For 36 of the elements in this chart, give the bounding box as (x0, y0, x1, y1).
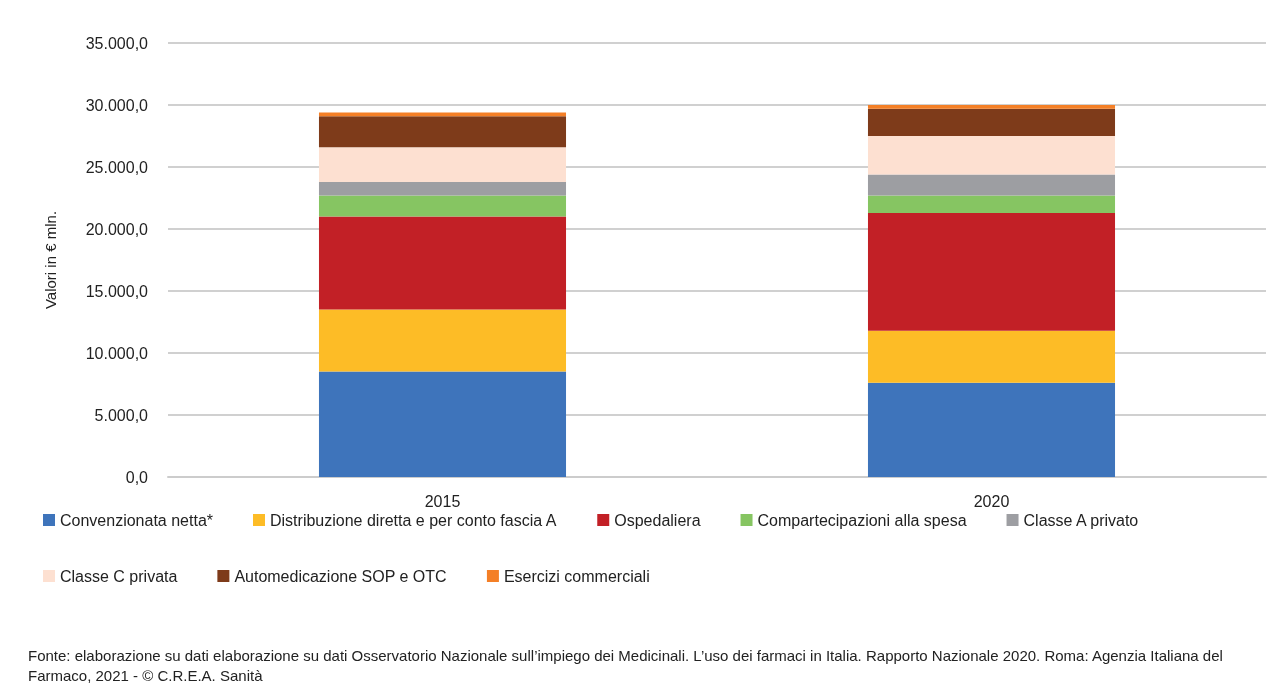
bar (318, 112, 567, 117)
x-tick-label: 2020 (973, 492, 1010, 510)
legend-label: Compartecipazioni alla spesa (757, 511, 967, 529)
legend-label: Automedicazione SOP e OTC (234, 567, 447, 585)
bar (318, 216, 567, 310)
source-note: Fonte: elaborazione su dati elaborazione su dati Osservatorio Nazionale sull’impiego dei Medicinali. L’uso dei farmaci in Italia. Rapporto Nazionale 2020. Roma: Agenzia Italiana del Farmaco, 2021 - © C.R.E.A. Sanità (28, 646, 1228, 684)
x-tick-label: 2015 (424, 492, 461, 510)
bar (867, 382, 1116, 477)
legend-label: Ospedaliera (614, 511, 701, 529)
y-tick-label: 30.000,0 (85, 96, 149, 114)
bar (318, 181, 567, 196)
legend-label: Esercizi commerciali (503, 567, 650, 585)
y-tick-label: 5.000,0 (94, 406, 149, 424)
legend-label: Classe A privato (1023, 511, 1139, 529)
bar (867, 105, 1116, 109)
y-tick-label: 10.000,0 (85, 344, 149, 362)
bar (867, 108, 1116, 136)
legend-label: Classe C privata (60, 567, 178, 585)
bar (867, 174, 1116, 196)
bar (867, 136, 1116, 175)
y-tick-label: 35.000,0 (85, 34, 149, 52)
bar (318, 371, 567, 477)
bar (318, 309, 567, 372)
bar (867, 195, 1116, 213)
y-tick-label: 25.000,0 (85, 158, 149, 176)
bar (318, 116, 567, 148)
bar (867, 330, 1116, 383)
y-tick-label: 20.000,0 (85, 220, 149, 238)
y-axis-title: Valori in € mln. (42, 210, 59, 310)
y-tick-label: 15.000,0 (85, 282, 149, 300)
legend-label: Convenzionata netta* (60, 511, 213, 529)
legend-label: Distribuzione diretta e per conto fascia A (270, 511, 557, 529)
bar (318, 147, 567, 182)
y-tick-label: 0,0 (125, 468, 149, 486)
bar (867, 212, 1116, 331)
bar (318, 195, 567, 217)
